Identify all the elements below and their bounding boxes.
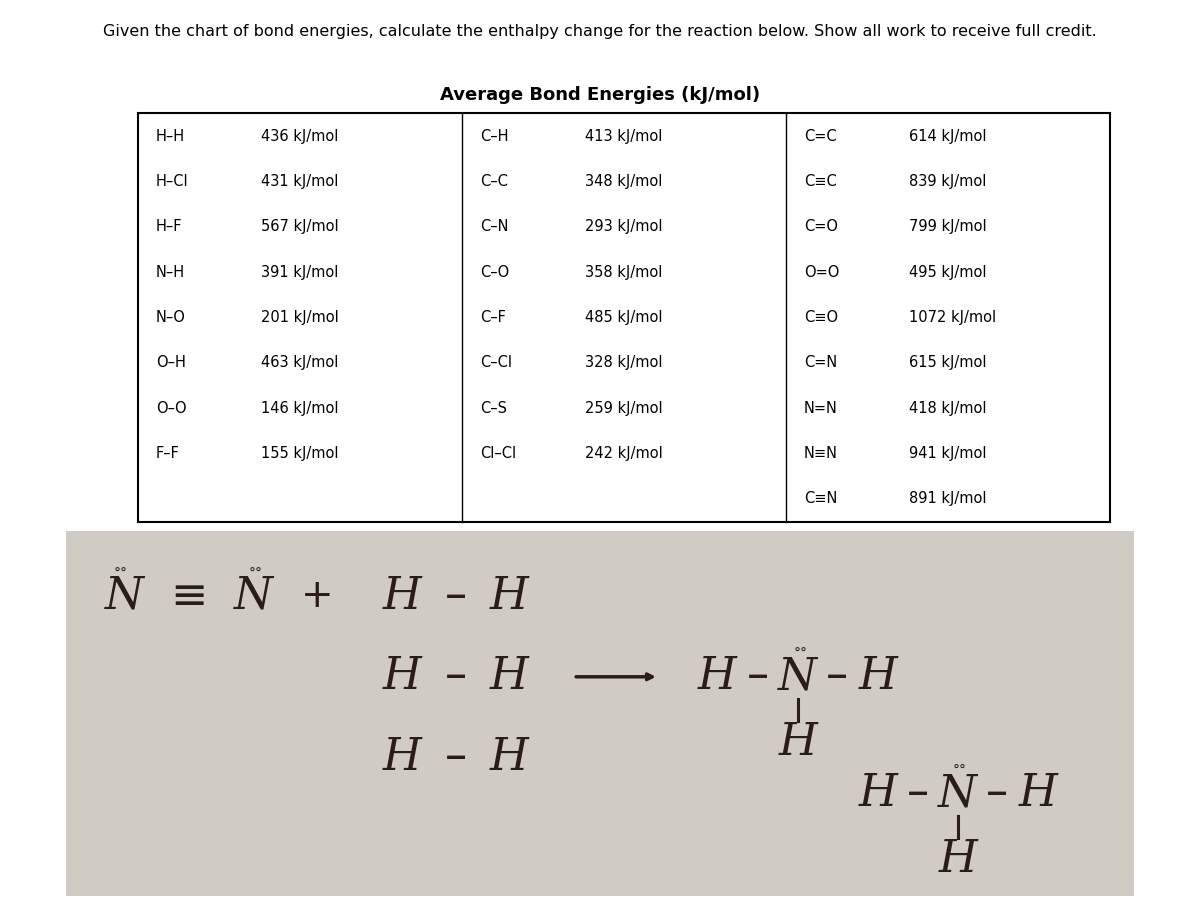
Text: Cl–Cl: Cl–Cl [480,446,516,461]
Bar [66,531,1134,896]
Text: –: – [445,575,467,618]
Text: N=N: N=N [804,401,838,415]
Text: C≡C: C≡C [804,174,836,189]
Bar [138,113,1110,522]
Text: 463 kJ/mol: 463 kJ/mol [262,356,338,370]
Text: H: H [490,736,528,779]
Text: H: H [490,575,528,618]
Text: ≡: ≡ [170,575,208,618]
Text: 259 kJ/mol: 259 kJ/mol [586,401,664,415]
Text: H–Cl: H–Cl [156,174,188,189]
Text: C–F: C–F [480,310,506,325]
Text: O=O: O=O [804,265,839,279]
Text: 891 kJ/mol: 891 kJ/mol [910,492,986,506]
Text: 839 kJ/mol: 839 kJ/mol [910,174,986,189]
Text: H–F: H–F [156,219,182,234]
Text: H: H [383,655,421,698]
Text: N≡N: N≡N [804,446,838,461]
Text: C–C: C–C [480,174,508,189]
Text: °°: °° [114,566,127,580]
Text: °°: °° [793,647,808,661]
Text: °°: °° [248,566,263,580]
Text: Average Bond Energies (kJ/mol): Average Bond Energies (kJ/mol) [440,86,760,104]
Text: –: – [445,655,467,698]
Text: H: H [1019,772,1057,815]
Text: 358 kJ/mol: 358 kJ/mol [586,265,662,279]
Text: –: – [445,736,467,779]
Text: N–H: N–H [156,265,185,279]
Text: 485 kJ/mol: 485 kJ/mol [586,310,662,325]
Text: 615 kJ/mol: 615 kJ/mol [910,356,986,370]
Text: 146 kJ/mol: 146 kJ/mol [262,401,338,415]
Text: C–O: C–O [480,265,509,279]
Text: 614 kJ/mol: 614 kJ/mol [910,129,986,143]
Text: C≡O: C≡O [804,310,838,325]
Text: 495 kJ/mol: 495 kJ/mol [910,265,986,279]
Text: C–Cl: C–Cl [480,356,512,370]
Text: C–N: C–N [480,219,509,234]
Text: 293 kJ/mol: 293 kJ/mol [586,219,662,234]
Text: 567 kJ/mol: 567 kJ/mol [262,219,340,234]
Text: H: H [698,655,737,698]
Text: O–H: O–H [156,356,186,370]
Text: F–F: F–F [156,446,180,461]
Text: H: H [779,721,817,765]
Text: –: – [986,772,1008,815]
Text: H: H [858,655,898,698]
Text: H–H: H–H [156,129,185,143]
Text: C–H: C–H [480,129,509,143]
Text: H: H [383,736,421,779]
Text: H: H [383,575,421,618]
Text: 155 kJ/mol: 155 kJ/mol [262,446,338,461]
Text: 431 kJ/mol: 431 kJ/mol [262,174,338,189]
Text: H: H [490,655,528,698]
Text: 436 kJ/mol: 436 kJ/mol [262,129,338,143]
Text: 391 kJ/mol: 391 kJ/mol [262,265,338,279]
Text: –: – [826,655,848,698]
Text: C–S: C–S [480,401,508,415]
Text: 201 kJ/mol: 201 kJ/mol [262,310,340,325]
Text: N: N [106,575,144,618]
Text: C=C: C=C [804,129,836,143]
Text: 941 kJ/mol: 941 kJ/mol [910,446,986,461]
Text: +: + [301,578,334,615]
Text: 418 kJ/mol: 418 kJ/mol [910,401,986,415]
Text: Given the chart of bond energies, calculate the enthalpy change for the reaction: Given the chart of bond energies, calcul… [103,24,1097,39]
Text: 1072 kJ/mol: 1072 kJ/mol [910,310,996,325]
Text: C=N: C=N [804,356,838,370]
Text: –: – [907,772,929,815]
Text: 328 kJ/mol: 328 kJ/mol [586,356,662,370]
Text: N: N [233,575,272,618]
Text: C=O: C=O [804,219,838,234]
Text: 348 kJ/mol: 348 kJ/mol [586,174,662,189]
Text: 242 kJ/mol: 242 kJ/mol [586,446,664,461]
Text: H: H [858,772,898,815]
Text: C≡N: C≡N [804,492,838,506]
Text: N: N [938,772,977,815]
Text: H: H [938,838,977,882]
Text: N–O: N–O [156,310,186,325]
Text: N: N [778,655,817,698]
Text: 799 kJ/mol: 799 kJ/mol [910,219,988,234]
Text: 413 kJ/mol: 413 kJ/mol [586,129,662,143]
Text: °°: °° [953,764,967,778]
Text: O–O: O–O [156,401,187,415]
Text: –: – [748,655,769,698]
